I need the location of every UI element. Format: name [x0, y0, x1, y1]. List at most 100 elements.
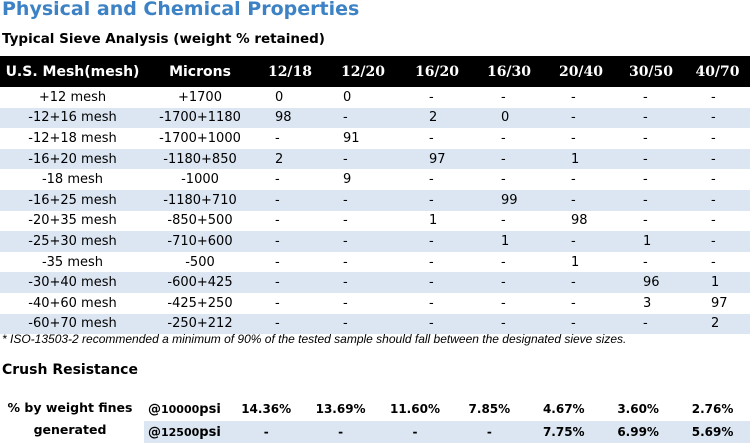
table-row: -12+16 mesh -1700+1180 98-2 0- - - — [0, 107, 750, 129]
mesh-cell: -16+25 mesh — [0, 189, 145, 211]
value-cell: - — [255, 313, 325, 335]
value-cell: 2 — [685, 313, 750, 335]
microns-cell: -500 — [185, 254, 215, 270]
value-cell: 0 — [343, 89, 352, 105]
table-row: -35 mesh -500 - - - - 1 - - — [0, 252, 750, 273]
mesh-cell: -25+30 mesh — [0, 231, 145, 252]
value-cell: - — [711, 213, 716, 229]
value-cell: 97 — [711, 295, 728, 311]
value-cell: - — [275, 213, 280, 229]
crush-value-cell: 7.85% — [468, 402, 511, 416]
value-cell: - — [429, 295, 434, 311]
crush-value-cell: 7.75% — [542, 425, 585, 439]
pressure-label: @12500psi — [144, 425, 229, 440]
crush-row: @10000psi 14.36% 13.69% 11.60% 7.85% 4.67% 3.6… — [144, 398, 750, 420]
pressure-value: 12500 — [161, 425, 200, 439]
value-cell: - — [617, 313, 685, 335]
crush-value-cell: 2.76% — [691, 402, 734, 416]
table-body: +12 mesh +1700 0 0- - - - - -12+16 mesh -1700+118… — [0, 87, 750, 335]
value-cell: - — [617, 107, 685, 129]
microns-cell: -1180+710 — [145, 189, 255, 211]
microns-cell: -1180+850 — [145, 148, 255, 170]
microns-cell: -710+600 — [145, 231, 255, 252]
value-cell: - — [545, 107, 617, 129]
value-cell: 91 — [343, 130, 360, 146]
crush-value-cell: 4.67% — [542, 402, 585, 416]
mesh-cell: -40+60 mesh — [28, 295, 117, 311]
mesh-cell: +12 mesh — [38, 89, 107, 105]
value-cell: - — [343, 254, 348, 270]
value-cell: - — [501, 295, 506, 311]
value-cell: 2 — [255, 148, 325, 170]
value-cell: - — [275, 254, 280, 270]
microns-cell: -425+250 — [167, 295, 233, 311]
value-cell: - — [643, 172, 648, 188]
value-cell: - — [545, 189, 617, 211]
column-header: 20/40 — [545, 56, 617, 87]
table-row: -16+20 mesh -1180+850 2-97-1- - — [0, 148, 750, 170]
mesh-cell: -30+40 mesh — [0, 272, 145, 293]
column-header: 16/20 — [401, 56, 473, 87]
microns-cell: -1000 — [181, 172, 219, 188]
value-cell: - — [401, 189, 473, 211]
mesh-cell: -12+16 mesh — [0, 107, 145, 129]
value-cell: - — [685, 189, 750, 211]
value-cell: - — [429, 254, 434, 270]
value-cell: - — [325, 231, 401, 252]
table-row: -40+60 mesh -425+250 - - - - - 3 97 — [0, 293, 750, 314]
column-header: 12/20 — [325, 56, 401, 87]
pressure-at: @ — [148, 424, 161, 440]
pressure-at: @ — [148, 401, 161, 417]
microns-cell: -1700+1180 — [145, 107, 255, 129]
value-cell: - — [473, 313, 545, 335]
sieve-analysis-table: U.S. Mesh(mesh) Microns 12/18 12/20 16/20 16/… — [0, 56, 750, 335]
column-header: 30/50 — [617, 56, 685, 87]
value-cell: - — [325, 148, 401, 170]
value-cell: 0 — [275, 89, 284, 105]
table-row: -30+40 mesh -600+425- - - - -96 1 — [0, 272, 750, 293]
pressure-unit: psi — [199, 424, 221, 440]
value-cell: 98 — [571, 213, 588, 229]
value-cell: - — [401, 313, 473, 335]
value-cell: - — [545, 272, 617, 293]
value-cell: - — [429, 172, 434, 188]
value-cell: - — [501, 213, 506, 229]
value-cell: - — [501, 254, 506, 270]
value-cell: - — [343, 295, 348, 311]
value-cell: - — [711, 89, 716, 105]
value-cell: - — [571, 130, 576, 146]
value-cell: - — [571, 89, 576, 105]
value-cell: - — [325, 189, 401, 211]
crush-value-cell: 3.60% — [617, 402, 659, 416]
fines-label-line1: % by weight fines — [7, 400, 133, 415]
microns-cell: -600+425 — [145, 272, 255, 293]
footnote: * ISO-13503-2 recommended a minimum of 9… — [2, 332, 627, 346]
value-cell: - — [401, 231, 473, 252]
value-cell: - — [473, 148, 545, 170]
crush-value-cell: 6.99% — [617, 425, 659, 439]
value-cell: - — [711, 254, 716, 270]
value-cell: - — [401, 272, 473, 293]
value-cell: 1 — [571, 254, 580, 270]
value-cell: - — [255, 231, 325, 252]
table-header-row: U.S. Mesh(mesh) Microns 12/18 12/20 16/20 16/… — [0, 56, 750, 87]
microns-cell: -1700+1000 — [159, 130, 241, 146]
microns-cell: +1700 — [178, 89, 222, 105]
value-cell: - — [275, 130, 280, 146]
table-row: -12+18 mesh -1700+1000 - 91 - - - - - — [0, 128, 750, 149]
value-cell: - — [255, 189, 325, 211]
value-cell: 98 — [255, 107, 325, 129]
value-cell: 9 — [343, 172, 352, 188]
value-cell: - — [325, 313, 401, 335]
value-cell: - — [571, 295, 576, 311]
crush-value-cell: 5.69% — [691, 425, 734, 439]
value-cell: 1 — [473, 231, 545, 252]
crush-value-cell: - — [486, 425, 492, 439]
value-cell: 0 — [473, 107, 545, 129]
value-cell: - — [685, 148, 750, 170]
value-cell: - — [643, 89, 648, 105]
value-cell: 1 — [545, 148, 617, 170]
value-cell: 1 — [617, 231, 685, 252]
table-row: -16+25 mesh -1180+710- - -99- - - — [0, 189, 750, 211]
crush-value-cell: - — [412, 425, 418, 439]
